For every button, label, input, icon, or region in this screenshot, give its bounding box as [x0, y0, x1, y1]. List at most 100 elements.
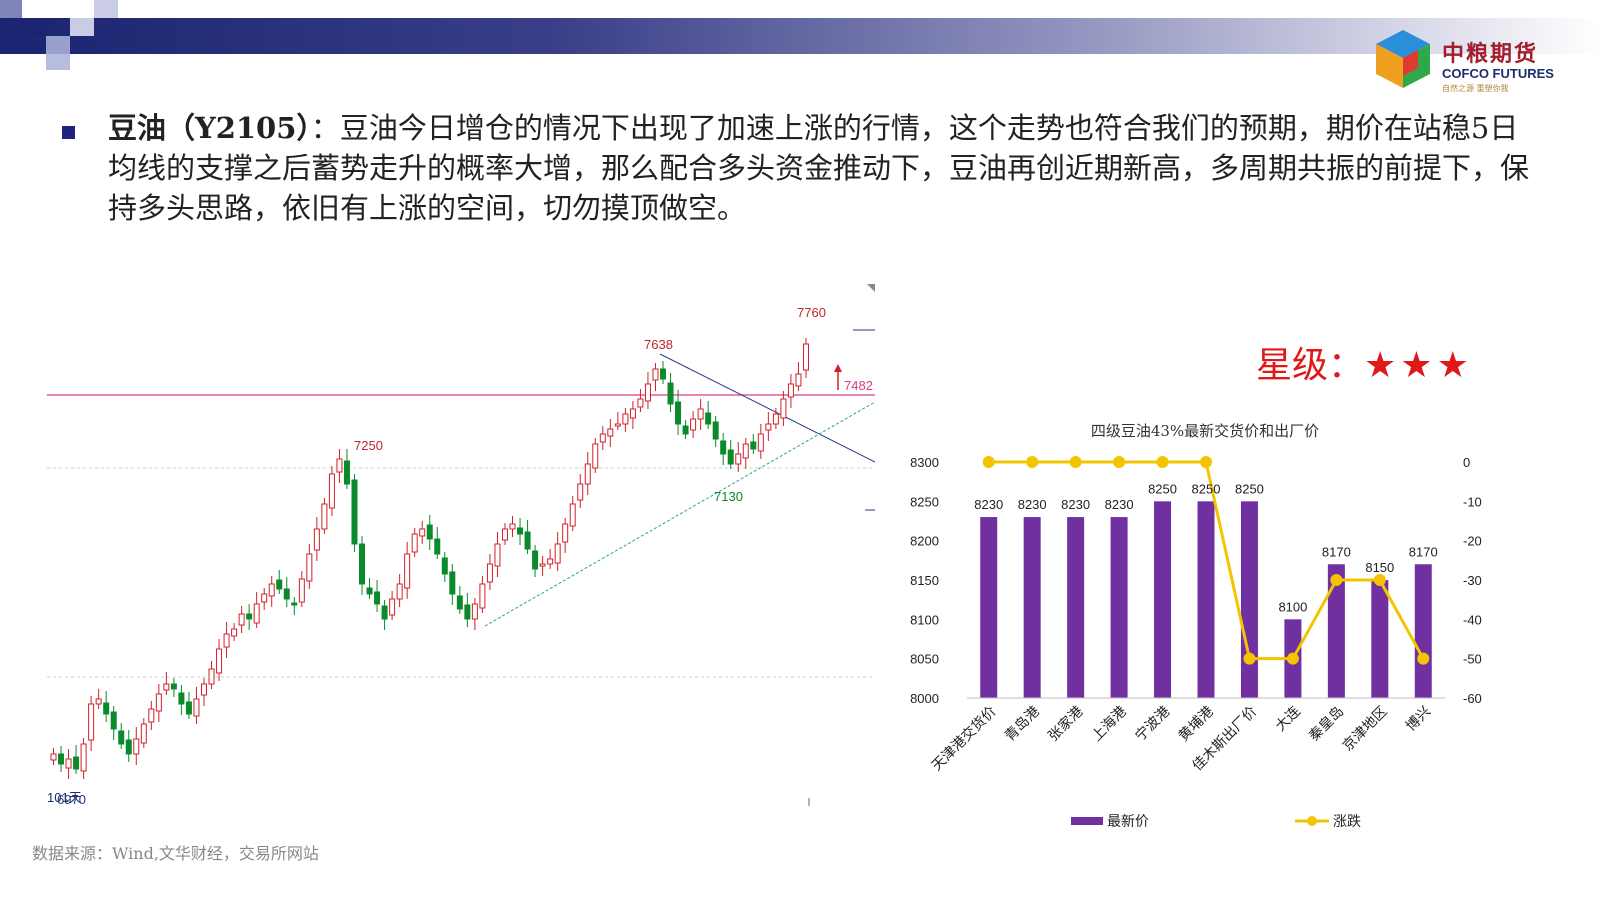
candle-body — [661, 369, 666, 379]
candle-body — [548, 559, 553, 564]
candle-body — [518, 528, 523, 534]
ascending-trendline — [485, 402, 875, 626]
candle-body — [344, 461, 349, 484]
chart-title: 四级豆油43%最新交货价和出厂价 — [1091, 422, 1319, 440]
rating-stars: ★★★ — [1364, 345, 1473, 386]
candle-body — [314, 529, 319, 550]
bar-value-label: 8250 — [1192, 481, 1221, 496]
candle-body — [751, 442, 756, 449]
candle-body — [217, 649, 222, 673]
candle-body — [171, 684, 176, 689]
candle-body — [186, 702, 191, 714]
candle-body — [578, 484, 583, 500]
change-point — [1026, 456, 1038, 468]
decor-square — [70, 18, 94, 36]
candle-body — [405, 554, 410, 588]
change-point — [1113, 456, 1125, 468]
candle-body — [555, 544, 560, 563]
change-point — [983, 456, 995, 468]
right-axis-tick-label: 0 — [1463, 455, 1470, 470]
candle-body — [796, 374, 801, 386]
candle-body — [329, 474, 334, 508]
logo-slogan: 自然之源 重塑你我 — [1442, 83, 1509, 94]
decor-square — [46, 36, 70, 54]
bar-value-label: 8170 — [1322, 544, 1351, 559]
candle-body — [375, 592, 380, 604]
candle-body — [111, 712, 116, 729]
cube-logo-icon — [1372, 28, 1434, 90]
candle-body — [269, 584, 274, 596]
candle-body — [457, 596, 462, 609]
candle-body — [645, 384, 650, 401]
candle-body — [382, 606, 387, 619]
right-axis-labels: 0-10-20-30-40-50-60 — [1463, 455, 1482, 706]
candle-body — [420, 529, 425, 536]
change-point — [1330, 574, 1342, 586]
candle-body — [487, 564, 492, 582]
category-label: 张家港 — [1045, 703, 1087, 745]
change-point — [1374, 574, 1386, 586]
candle-body — [706, 413, 711, 424]
candle-body — [766, 424, 771, 430]
candle-body — [307, 554, 312, 581]
corner-days-label: 101天 — [47, 790, 82, 805]
candle-body — [630, 409, 635, 418]
category-label: 秦皇岛 — [1306, 704, 1347, 745]
rating-label: 星级： — [1256, 345, 1364, 386]
left-axis-tick-label: 8100 — [910, 612, 939, 627]
candle-body — [254, 604, 259, 623]
annotation-7638: 7638 — [644, 337, 673, 352]
left-axis-tick-label: 8000 — [910, 691, 939, 706]
candle-body — [510, 524, 515, 529]
price-bar — [1371, 580, 1388, 698]
candle-body — [570, 504, 575, 526]
paragraph-body: ：豆油今日增仓的情况下出现了加速上涨的行情，这个走势也符合我们的预期，期价在站稳… — [108, 111, 1529, 225]
price-bar — [1111, 517, 1128, 698]
price-bar-chart: 四级豆油43%最新交货价和出厂价 8300 8250 8200 8150 8100 805… — [905, 410, 1485, 840]
price-bar — [1154, 501, 1171, 698]
candlestick-chart: 7760 7638 7482 7250 7130 6970 101天 — [47, 284, 875, 806]
change-point — [1070, 456, 1082, 468]
category-label: 上海港 — [1089, 704, 1130, 745]
left-axis-tick-label: 8250 — [910, 494, 939, 509]
candle-body — [119, 731, 124, 744]
category-label: 天津港交货价 — [928, 703, 999, 774]
bar-value-label: 8150 — [1365, 560, 1394, 575]
candle-body — [164, 684, 169, 690]
right-axis-tick-label: -60 — [1463, 691, 1482, 706]
candle-body — [247, 614, 252, 619]
candle-body — [593, 444, 598, 468]
candle-body — [51, 754, 56, 760]
candle-body — [74, 757, 79, 769]
candle-body — [683, 426, 688, 434]
candle-body — [781, 399, 786, 418]
candle-body — [442, 558, 447, 574]
logo-english-name: COFCO FUTURES — [1442, 66, 1554, 81]
candle-body — [533, 551, 538, 569]
candle-body — [352, 480, 357, 544]
candle-body — [638, 399, 643, 407]
candle-body — [262, 594, 267, 602]
candle-body — [149, 709, 154, 722]
left-axis-tick-label: 8050 — [910, 652, 939, 667]
star-rating: 星级：★★★ — [1256, 336, 1473, 388]
corner-marker — [867, 284, 875, 292]
candle-body — [502, 529, 507, 540]
candle-body — [66, 759, 71, 768]
bar-value-label: 8170 — [1409, 544, 1438, 559]
change-point — [1200, 456, 1212, 468]
candle-body — [758, 434, 763, 451]
right-axis-tick-label: -30 — [1463, 573, 1482, 588]
candle-body — [284, 589, 289, 599]
category-label: 宁波港 — [1132, 703, 1174, 745]
candle-body — [390, 599, 395, 615]
candle-body — [96, 699, 101, 704]
company-logo: 中粮期货 COFCO FUTURES 自然之源 重塑你我 — [1372, 28, 1582, 98]
price-bar — [1024, 517, 1041, 698]
candles-group — [51, 338, 808, 779]
right-axis-tick-label: -10 — [1463, 494, 1482, 509]
candle-body — [81, 744, 86, 771]
candle-body — [450, 572, 455, 594]
candle-body — [743, 444, 748, 458]
